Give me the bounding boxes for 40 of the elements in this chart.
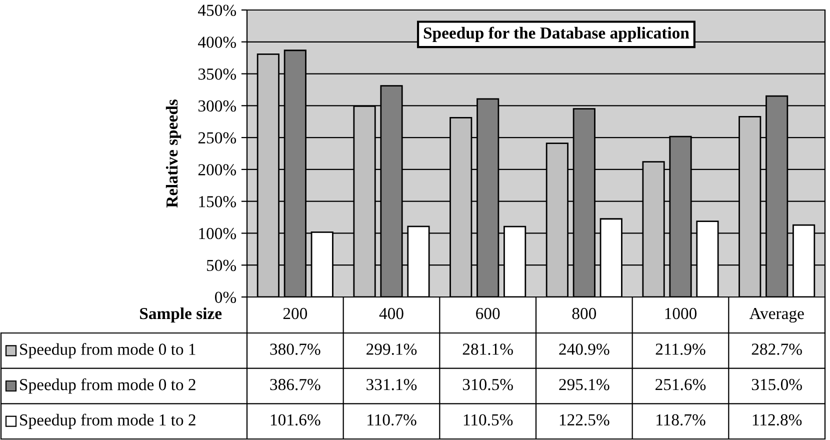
y-tick-label: 0% bbox=[215, 292, 236, 303]
data-label: 281.1% bbox=[462, 344, 513, 355]
data-label: 110.5% bbox=[464, 414, 513, 426]
x-axis-title: Sample size bbox=[140, 307, 222, 323]
y-tick-label: 450% bbox=[198, 4, 236, 16]
y-axis-title: Relative speeds bbox=[166, 100, 182, 208]
data-label: 386.7% bbox=[270, 378, 320, 390]
x-tick-label: Average bbox=[749, 308, 804, 323]
y-tick-label: 300% bbox=[198, 100, 236, 112]
data-label: 240.9% bbox=[559, 344, 610, 355]
x-tick-label: 400 bbox=[379, 308, 404, 320]
x-tick-label: 200 bbox=[283, 308, 308, 320]
text: Speedup for the Database application bbox=[424, 26, 690, 42]
data-label: 211.9% bbox=[656, 344, 706, 355]
data-label: 112.8% bbox=[752, 414, 802, 426]
data-label: 101.6% bbox=[270, 414, 320, 426]
data-label: 299.1% bbox=[366, 344, 417, 355]
data-label: 122.5% bbox=[560, 414, 610, 426]
x-tick-label: 1000 bbox=[665, 308, 697, 320]
legend-label: Speedup from mode 0 to 1 bbox=[20, 343, 196, 358]
data-label: 380.7% bbox=[270, 344, 320, 355]
data-label: 282.7% bbox=[752, 344, 802, 355]
data-label: 118.7% bbox=[656, 414, 706, 426]
y-tick-label: 50% bbox=[207, 260, 236, 272]
y-tick-label: 150% bbox=[199, 196, 236, 208]
y-tick-label: 100% bbox=[199, 228, 236, 240]
y-tick-label: 250% bbox=[198, 132, 236, 144]
y-tick-label: 350% bbox=[198, 68, 236, 80]
legend-label: Speedup from mode 1 to 2 bbox=[20, 414, 196, 429]
x-tick-label: 600 bbox=[476, 308, 500, 320]
data-label: 331.1% bbox=[366, 378, 417, 390]
data-label: 110.7% bbox=[368, 414, 416, 426]
data-label: 295.1% bbox=[559, 378, 610, 390]
legend-label: Speedup from mode 0 to 2 bbox=[20, 378, 196, 394]
y-tick-label: 400% bbox=[198, 36, 236, 48]
x-tick-label: 800 bbox=[572, 308, 596, 320]
data-label: 310.5% bbox=[462, 378, 513, 390]
data-label: 315.0% bbox=[752, 378, 802, 390]
y-tick-label: 200% bbox=[198, 164, 236, 176]
data-label: 251.6% bbox=[656, 378, 706, 390]
